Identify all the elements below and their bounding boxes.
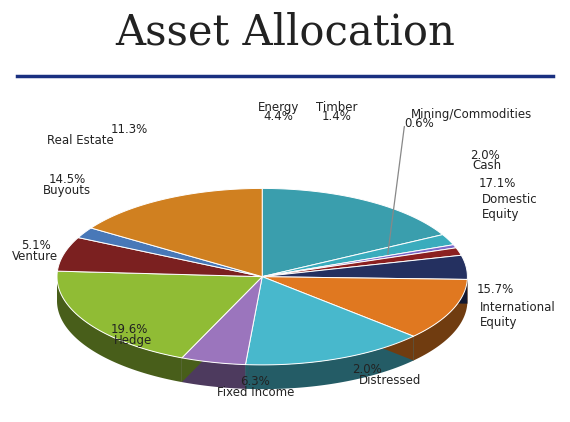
Text: Asset Allocation: Asset Allocation [115, 11, 455, 53]
Polygon shape [262, 248, 461, 277]
Polygon shape [57, 276, 182, 382]
Polygon shape [262, 277, 467, 304]
Text: 2.0%: 2.0% [470, 149, 499, 162]
Text: 2.0%: 2.0% [352, 363, 382, 376]
Polygon shape [182, 277, 262, 382]
Polygon shape [262, 277, 467, 304]
Text: International
Equity: International Equity [480, 301, 556, 329]
Polygon shape [78, 228, 262, 277]
Polygon shape [91, 188, 262, 277]
Text: 1.4%: 1.4% [321, 110, 351, 123]
Text: Real Estate: Real Estate [47, 134, 114, 147]
Polygon shape [58, 238, 262, 277]
Polygon shape [246, 277, 414, 365]
Text: 14.5%: 14.5% [48, 173, 86, 186]
Polygon shape [262, 245, 456, 277]
Text: Energy: Energy [258, 100, 299, 114]
Text: Mining/Commodities: Mining/Commodities [410, 108, 532, 121]
Text: Domestic
Equity: Domestic Equity [482, 193, 538, 222]
Polygon shape [262, 277, 467, 336]
Polygon shape [57, 271, 262, 358]
Polygon shape [262, 255, 467, 279]
Polygon shape [58, 271, 262, 301]
Text: 4.4%: 4.4% [263, 110, 293, 123]
Polygon shape [182, 358, 246, 389]
Polygon shape [246, 336, 414, 389]
Text: 15.7%: 15.7% [477, 283, 514, 296]
Text: 19.6%: 19.6% [111, 323, 149, 336]
Text: Venture: Venture [12, 250, 58, 263]
Polygon shape [262, 277, 414, 360]
Text: Timber: Timber [316, 100, 357, 114]
Text: 11.3%: 11.3% [111, 123, 148, 136]
Polygon shape [414, 279, 467, 360]
Polygon shape [182, 277, 262, 382]
Polygon shape [262, 188, 443, 277]
Polygon shape [246, 277, 262, 389]
Text: 0.6%: 0.6% [405, 117, 434, 130]
Text: Fixed Income: Fixed Income [217, 386, 294, 399]
Text: Hedge: Hedge [114, 334, 152, 347]
Polygon shape [262, 277, 414, 360]
Text: 6.3%: 6.3% [241, 375, 270, 388]
Text: Buyouts: Buyouts [43, 184, 91, 197]
Polygon shape [246, 277, 262, 389]
Polygon shape [262, 235, 454, 277]
Text: 5.1%: 5.1% [22, 239, 51, 252]
Polygon shape [182, 277, 262, 365]
Text: 17.1%: 17.1% [479, 177, 516, 190]
Text: Cash: Cash [472, 160, 501, 173]
Text: Distressed: Distressed [359, 374, 421, 387]
